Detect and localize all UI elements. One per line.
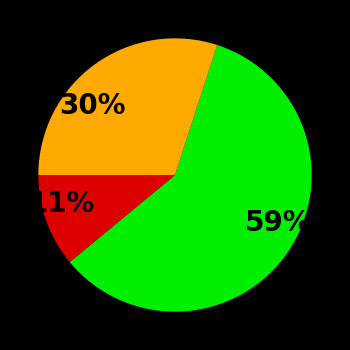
- Wedge shape: [38, 175, 175, 262]
- Text: 30%: 30%: [59, 92, 125, 120]
- Wedge shape: [70, 45, 312, 312]
- Wedge shape: [38, 38, 217, 175]
- Text: 59%: 59%: [245, 209, 312, 237]
- Text: 11%: 11%: [29, 190, 95, 218]
